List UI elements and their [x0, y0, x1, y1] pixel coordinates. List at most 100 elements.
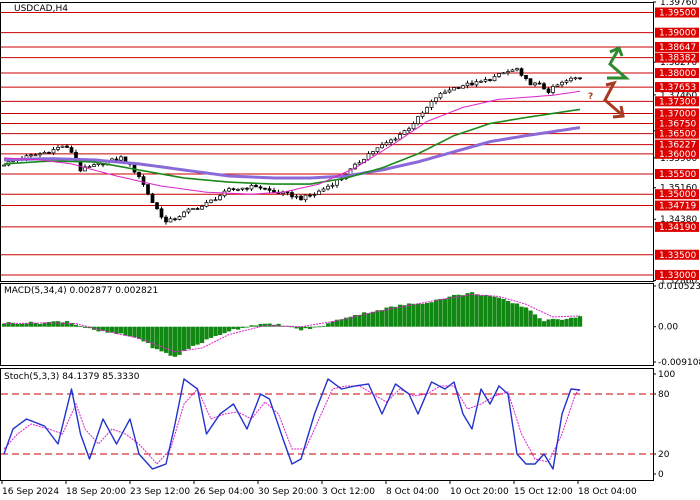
macd-bar [393, 306, 398, 327]
y-tick-label: 1.32860 [660, 277, 697, 287]
macd-bar [335, 319, 340, 327]
macd-bar [78, 326, 83, 327]
macd-bar [560, 319, 565, 327]
candle-body [402, 130, 407, 135]
macd-bar [330, 321, 335, 327]
macd-bar [407, 303, 412, 327]
candle-body [573, 77, 578, 80]
candle-body [416, 116, 420, 125]
candle-body [254, 184, 258, 188]
candle-body [501, 72, 506, 75]
candle-body [569, 77, 573, 82]
level-label: 1.34719 [659, 202, 696, 212]
candle-body [537, 82, 542, 85]
candle-body [443, 91, 447, 94]
candle-body [294, 195, 299, 198]
macd-bar [195, 326, 200, 345]
candle-body [452, 87, 456, 91]
macd-bar [276, 323, 281, 327]
macd-bar [105, 326, 110, 333]
level-label-bg [655, 269, 699, 280]
level-label: 1.39000 [659, 29, 696, 39]
y-tick-label: 1.39760 [660, 0, 697, 8]
candle-body [245, 187, 249, 190]
candle-body [168, 218, 173, 223]
macd-bar [15, 323, 20, 327]
candle-body [164, 216, 168, 223]
macd-bar [551, 318, 556, 327]
stoch-tick-label: 20 [658, 450, 670, 460]
level-label-bg [655, 96, 699, 107]
candle-body [182, 211, 186, 217]
candle-body [299, 195, 303, 201]
macd-bar [47, 322, 52, 327]
macd-bar [362, 312, 367, 327]
candle-body [231, 188, 236, 191]
candle-body [272, 189, 276, 193]
candle-body [87, 166, 92, 168]
level-label-bg [655, 52, 699, 63]
macd-bar [141, 326, 146, 342]
candle-body [92, 164, 96, 167]
macd-bar [6, 322, 11, 327]
level-label-bg [655, 249, 699, 260]
y-tick-label: 1.37460 [660, 91, 697, 101]
candle-body [321, 188, 326, 192]
macd-panel: 0.010523 0.00 -0.009108 [0, 282, 700, 368]
macd-bar [204, 326, 209, 340]
candle-body [191, 208, 195, 210]
macd-bar [321, 325, 326, 327]
macd-bar [537, 318, 542, 327]
macd-bar [434, 299, 439, 327]
candle-body [186, 208, 191, 213]
candle-body [218, 195, 222, 201]
level-label-bg [655, 108, 699, 119]
macd-bar [389, 306, 394, 327]
macd-bar [74, 324, 79, 327]
x-tick-label: 18 Sep 20:00 [66, 487, 126, 497]
macd-bar [245, 326, 250, 328]
macd-signal-line [3, 293, 581, 353]
stoch-signal-line [3, 385, 581, 465]
macd-bar [38, 323, 43, 327]
macd-bar [339, 319, 344, 327]
candle-body [465, 82, 470, 87]
ma-green-line [3, 108, 581, 185]
macd-bar [168, 326, 173, 356]
candle-body [551, 86, 555, 93]
macd-bar [429, 302, 434, 327]
macd-bar [524, 307, 529, 327]
x-tick-label: 3 Oct 12:00 [322, 487, 375, 497]
macd-bar [191, 326, 196, 346]
stoch-tick-label: 0 [658, 470, 664, 480]
macd-bar [249, 325, 254, 327]
macd-bar [254, 325, 259, 327]
candle-body [258, 186, 263, 189]
candle-body [371, 151, 375, 155]
macd-bar [447, 296, 452, 327]
candle-body [312, 194, 317, 196]
candle-body [434, 97, 438, 102]
macd-bar [87, 326, 92, 329]
candle-body [159, 208, 164, 218]
x-axis: 16 Sep 2024 18 Sep 20:00 23 Sep 12:00 26 Se… [1, 480, 637, 497]
macd-bar [51, 321, 56, 327]
macd-bar [132, 326, 137, 338]
candle-body [519, 68, 524, 76]
level-label-bg [655, 128, 699, 139]
macd-bar [425, 302, 430, 327]
level-label-bg [655, 139, 699, 150]
level-label: 1.36500 [659, 130, 696, 140]
macd-bar [20, 323, 25, 327]
macd-bar [533, 314, 538, 327]
candle-body [51, 149, 56, 154]
y-tick-label: 1.34380 [660, 215, 697, 225]
macd-bar [546, 319, 551, 327]
macd-bar [416, 303, 421, 327]
macd-bar [380, 310, 385, 327]
macd-bar [402, 305, 407, 327]
level-label: 1.35000 [659, 190, 696, 200]
macd-bar [578, 316, 583, 327]
macd-bar [569, 317, 574, 327]
candle-body [483, 79, 488, 82]
